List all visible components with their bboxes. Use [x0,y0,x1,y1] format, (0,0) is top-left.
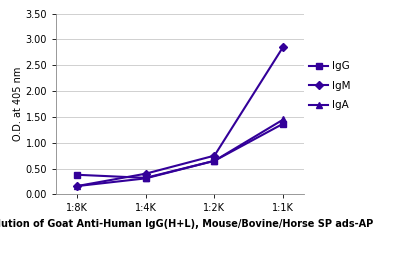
IgM [281,45,286,48]
IgA [143,177,148,180]
Line: IgG: IgG [74,121,286,181]
Line: IgM: IgM [74,44,286,189]
IgG [281,122,286,125]
IgA [281,118,286,121]
IgG [143,176,148,180]
IgA [74,184,79,188]
Y-axis label: O.D. at 405 nm: O.D. at 405 nm [12,67,22,141]
IgG [212,159,217,163]
Legend: IgG, IgM, IgA: IgG, IgM, IgA [309,62,351,110]
IgM [212,154,217,157]
IgG [74,173,79,176]
IgM [143,172,148,175]
IgM [74,184,79,188]
IgA [212,159,217,163]
Line: IgA: IgA [74,117,286,189]
X-axis label: Dilution of Goat Anti-Human IgG(H+L), Mouse/Bovine/Horse SP ads-AP: Dilution of Goat Anti-Human IgG(H+L), Mo… [0,219,374,229]
